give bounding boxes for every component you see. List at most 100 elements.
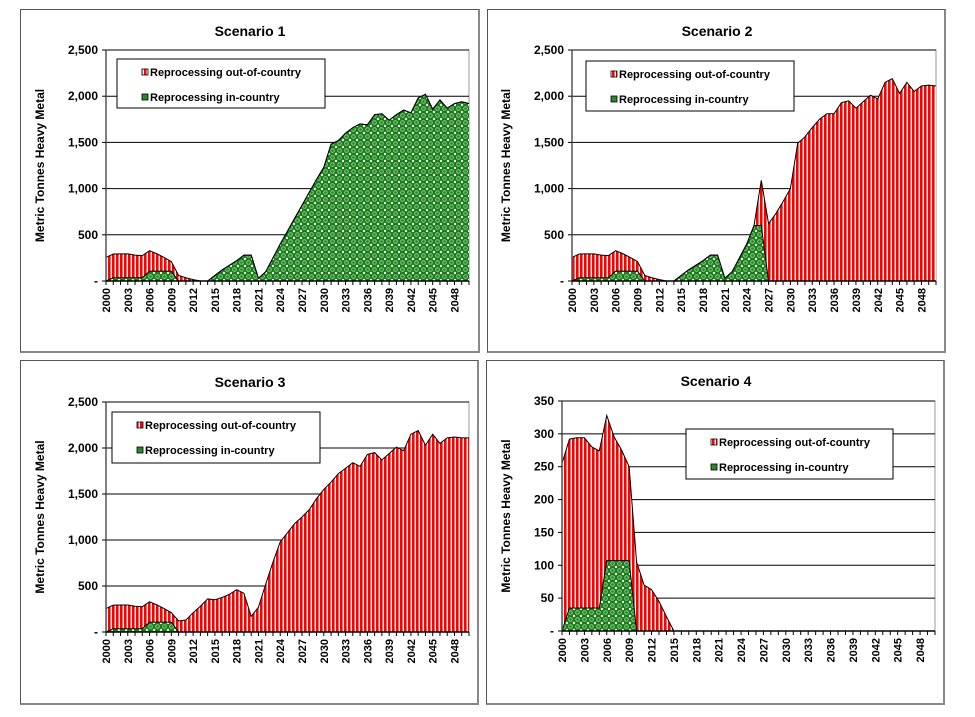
x-tick-label: 2039 [851,288,863,312]
legend-label-in-country: Reprocessing in-country [145,445,275,457]
x-tick-label: 2021 [720,288,732,312]
x-tick-label: 2018 [232,288,244,312]
chart-title: Scenario 4 [681,373,752,389]
x-tick-label: 2033 [341,639,353,663]
chart-title: Scenario 2 [682,23,753,39]
x-tick-label: 2024 [736,637,748,662]
y-tick-label: 500 [78,228,98,242]
x-tick-label: 2033 [341,288,353,312]
y-tick-label: 500 [78,579,98,593]
y-tick-label: 250 [534,460,554,474]
legend-swatch-out-of-country [610,70,618,78]
legend-label-out-of-country: Reprocessing out-of-country [145,420,297,432]
legend-swatch-out-of-country [710,438,718,446]
line-total [105,429,469,622]
y-tick-label: 100 [534,558,554,572]
x-tick-label: 2024 [742,287,754,312]
x-tick-label: 2009 [633,288,645,312]
x-tick-label: 2003 [589,288,601,312]
x-tick-label: 2024 [275,287,287,312]
y-tick-label: 1,000 [68,533,98,547]
x-tick-label: 2018 [691,638,703,662]
x-tick-label: 2006 [145,288,157,312]
x-tick-label: 2048 [915,638,927,662]
x-tick-label: 2045 [428,639,440,663]
y-axis-label: Metric Tonnes Heavy Metal [499,89,513,242]
x-tick-label: 2000 [101,288,113,312]
x-tick-label: 2036 [829,288,841,312]
x-tick-label: 2006 [602,638,614,662]
legend-swatch-in-country [141,93,149,101]
chart-title: Scenario 1 [215,23,286,39]
legend: Reprocessing out-of-country Reprocessing … [685,428,894,480]
area-out-of-country [572,78,936,281]
y-tick-label: - [94,274,98,288]
x-tick-label: 2024 [275,638,287,663]
y-axis-label: Metric Tonnes Heavy Metal [499,439,513,592]
legend-box [685,428,894,480]
y-tick-label: 50 [541,591,555,605]
chart-scenario-3: Scenario 3 - 500 1,000 1,500 2,000 2,500 2000 20… [33,374,470,663]
x-tick-label: 2042 [406,639,418,663]
x-tick-label: 2012 [647,638,659,662]
area-in-country [562,560,935,631]
x-tick-label: 2048 [916,288,928,312]
area-out-of-country [106,430,469,632]
y-tick-label: - [94,625,98,639]
y-axis-label: Metric Tonnes Heavy Metal [33,440,47,593]
legend-swatch-in-country [136,446,144,454]
x-tick-label: 2012 [188,288,200,312]
line-in-country [105,93,470,282]
x-tick-label: 2012 [188,639,200,663]
x-tick-label: 2027 [758,638,770,662]
legend-label-in-country: Reprocessing in-country [150,92,280,104]
legend-label-out-of-country: Reprocessing out-of-country [719,437,871,449]
legend-box [111,411,321,464]
x-tick-label: 2039 [384,288,396,312]
y-tick-label: 1,500 [68,487,98,501]
x-tick-label: 2042 [870,638,882,662]
y-tick-label: 2,000 [68,89,98,103]
x-tick-label: 2009 [166,639,178,663]
x-tick-label: 2021 [253,288,265,312]
x-tick-label: 2015 [210,288,222,312]
y-tick-label: - [560,274,564,288]
x-tick-label: 2027 [297,288,309,312]
x-tick-label: 2018 [698,288,710,312]
x-tick-label: 2009 [624,638,636,662]
x-tick-label: 2045 [895,288,907,312]
legend-box [116,58,326,109]
x-tick-label: 2006 [145,639,157,663]
area-in-country [106,94,469,282]
legend-box [585,60,795,112]
x-tick-label: 2030 [785,288,797,312]
y-tick-label: 300 [534,427,554,441]
x-tick-label: 2039 [384,639,396,663]
x-tick-label: 2009 [166,288,178,312]
x-tick-label: 2000 [567,288,579,312]
x-tick-label: 2003 [123,639,135,663]
x-tick-label: 2042 [406,288,418,312]
y-axis-label: Metric Tonnes Heavy Metal [33,89,47,242]
y-tick-label: 1,000 [534,182,564,196]
x-tick-label: 2033 [803,638,815,662]
y-tick-label: 2,500 [68,43,98,57]
y-tick-label: - [550,624,554,638]
y-tick-label: 2,500 [68,395,98,409]
x-tick-label: 2015 [210,639,222,663]
x-tick-label: 2036 [362,288,374,312]
x-tick-label: 2003 [579,638,591,662]
x-tick-label: 2042 [873,288,885,312]
legend-swatch-in-country [710,463,718,471]
chart-scenario-2: Scenario 2 - 500 1,000 1,500 2,000 2,500 2000 20… [499,23,937,312]
x-tick-label: 2048 [449,639,461,663]
legend-label-out-of-country: Reprocessing out-of-country [619,69,771,81]
x-tick-label: 2030 [781,638,793,662]
y-tick-label: 2,000 [534,89,564,103]
x-tick-label: 2027 [297,639,309,663]
y-tick-label: 150 [534,525,554,539]
x-tick-label: 2039 [848,638,860,662]
chart-title: Scenario 3 [215,374,286,390]
x-tick-label: 2036 [826,638,838,662]
